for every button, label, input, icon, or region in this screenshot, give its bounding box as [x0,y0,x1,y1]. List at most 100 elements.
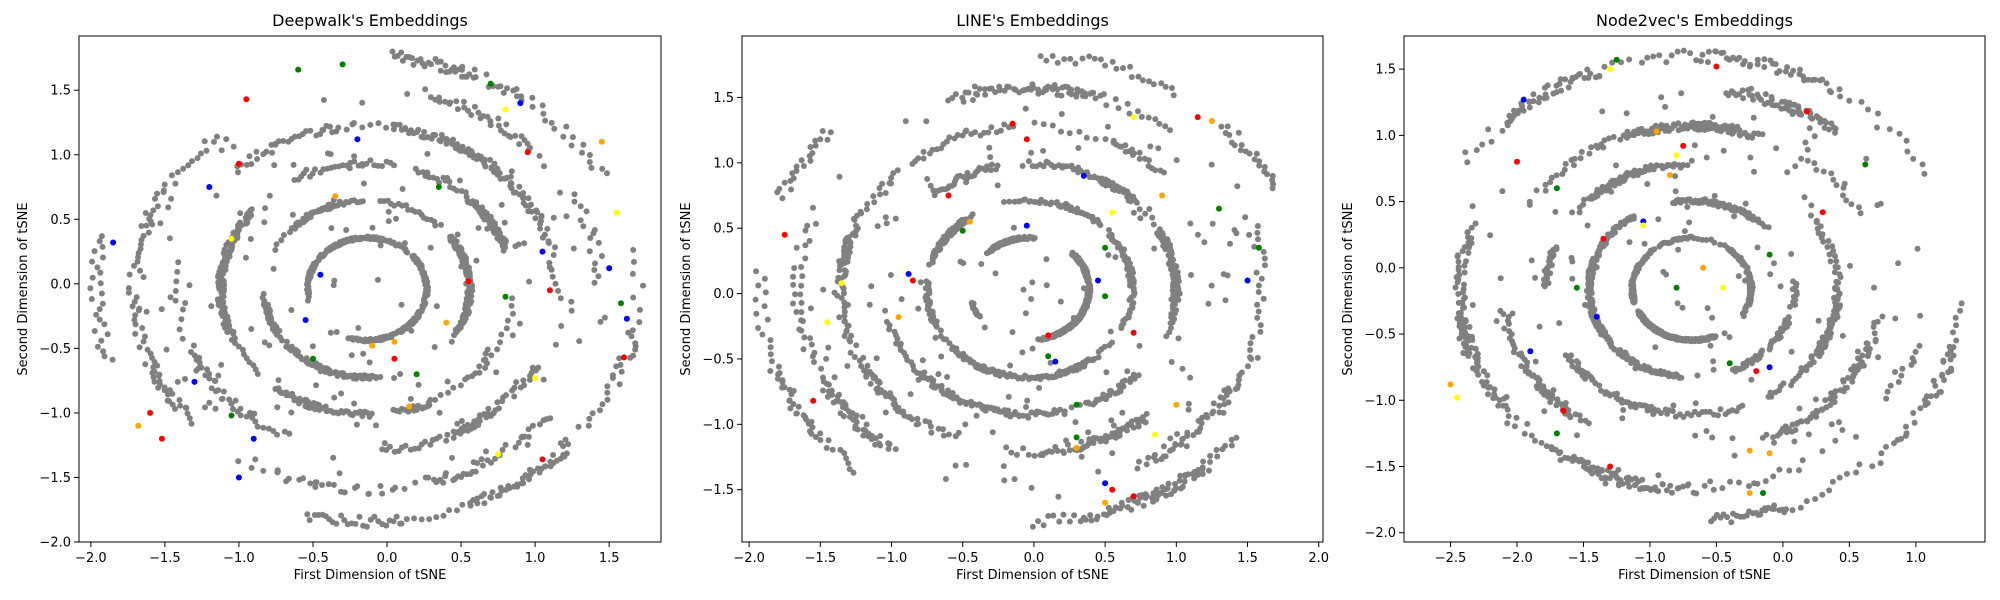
scatter-point [1828,120,1835,127]
scatter-point [963,401,970,407]
scatter-point [1813,113,1820,120]
scatter-point [1835,279,1842,286]
scatter-point [606,265,613,272]
scatter-point [507,173,514,180]
scatter-point [779,195,786,202]
scatter-point [1834,314,1841,320]
scatter-point [1602,475,1609,482]
scatter-point [1023,404,1029,410]
scatter-point [1006,198,1013,205]
scatter-point [892,446,899,453]
scatter-point [459,501,466,508]
scatter-point [1269,172,1276,179]
scatter-point [1578,148,1585,155]
scatter-point [136,305,143,312]
scatter-point [849,410,856,417]
scatter-point [1464,159,1471,166]
scatter-point [1151,451,1158,458]
scatter-point [1843,470,1850,477]
scatter-point [512,444,519,451]
scatter-point [248,464,255,471]
scatter-point [604,170,610,177]
scatter-point [1124,427,1130,434]
scatter-point [174,268,181,275]
scatter-point [274,467,281,474]
scatter-point [493,369,500,376]
scatter-point [261,219,268,226]
scatter-point [132,312,139,319]
scatter-point [788,186,795,193]
scatter-point [838,399,845,406]
scatter-point [927,423,934,430]
scatter-point [254,423,261,430]
scatter-point [513,379,520,386]
scatter-point [858,210,865,217]
scatter-point [558,323,565,329]
scatter-point [962,421,969,428]
scatter-point [452,145,459,152]
scatter-point [806,153,813,159]
scatter-point [1166,244,1173,251]
scatter-point [933,322,939,329]
scatter-point [1846,97,1853,104]
scatter-point [802,227,809,234]
scatter-point [544,225,551,232]
scatter-point [1009,120,1016,127]
scatter-point [1698,121,1705,127]
scatter-point [1078,453,1085,460]
scatter-point [1461,281,1467,288]
scatter-point [152,195,158,202]
scatter-point [636,319,643,326]
scatter-point [1174,284,1181,291]
scatter-point [389,48,396,55]
scatter-point [940,432,947,439]
y-tick-label: −1.0 [702,418,734,433]
scatter-point [462,148,469,155]
scatter-point [944,374,951,380]
scatter-point [1100,391,1107,398]
scatter-point [413,371,420,378]
scatter-point [193,367,200,374]
scatter-point [1829,318,1835,325]
scatter-point [1585,459,1591,466]
scatter-point [1667,482,1674,489]
scatter-point [808,418,815,425]
scatter-point [1173,157,1180,164]
scatter-point [1158,80,1165,87]
scatter-point [330,481,337,488]
scatter-point [252,366,259,373]
scatter-point [799,318,806,325]
scatter-point [1179,365,1186,372]
scatter-point [562,436,569,443]
scatter-point [1828,170,1835,177]
scatter-point [827,129,834,136]
scatter-point [1116,432,1123,439]
scatter-point [926,150,933,157]
scatter-point [890,170,897,177]
scatter-point [856,357,863,364]
scatter-point [1167,127,1173,134]
scatter-point [1693,57,1700,64]
scatter-point [1473,147,1480,154]
scatter-point [188,420,195,427]
scatter-point [1930,377,1937,384]
scatter-point [1104,177,1111,184]
scatter-point [551,125,558,132]
scatter-point [1542,187,1549,194]
scatter-point [520,377,527,384]
scatter-point [913,421,920,428]
scatter-point [442,473,449,480]
scatter-point [1151,245,1158,252]
scatter-point [415,402,422,409]
scatter-point [1538,439,1545,446]
scatter-point [1774,70,1780,76]
scatter-point [386,443,393,450]
scatter-point [495,122,502,129]
scatter-point [1102,136,1109,143]
scatter-point [1039,452,1046,459]
scatter-point [1175,278,1182,285]
scatter-point [1029,345,1036,352]
scatter-point [1269,177,1276,184]
scatter-point [151,368,158,375]
scatter-point [1884,388,1891,395]
